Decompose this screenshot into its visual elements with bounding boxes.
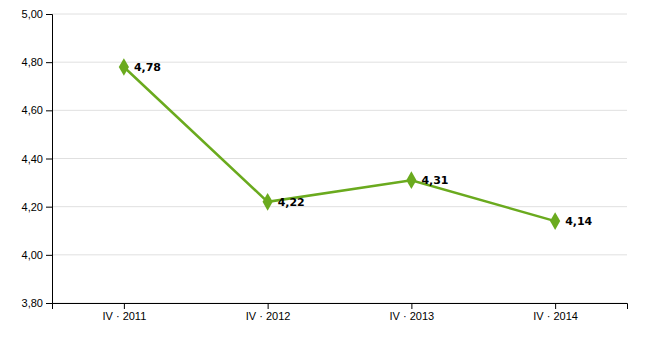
x-tick-mark [268, 303, 269, 309]
x-tick-label: IV · 2012 [246, 310, 291, 322]
grid-line [52, 254, 627, 255]
plot: 3,804,004,204,404,604,805,00IV · 2011IV … [22, 8, 628, 322]
y-tick: 4,80 [22, 56, 52, 68]
y-tick-label: 4,80 [22, 56, 43, 68]
chart: 3,804,004,204,404,604,805,00IV · 2011IV … [0, 0, 651, 339]
y-tick: 4,40 [22, 153, 52, 165]
y-tick-label: 4,00 [22, 249, 43, 261]
y-tick-label: 4,60 [22, 104, 43, 116]
y-tick-label: 3,80 [22, 297, 43, 309]
marker [119, 58, 129, 76]
series [119, 58, 560, 230]
y-tick: 4,20 [22, 201, 52, 213]
y-tick-mark [46, 255, 52, 256]
x-tick: IV · 2013 [390, 303, 435, 322]
y-tick-mark [46, 62, 52, 63]
y-tick-label: 4,20 [22, 201, 43, 213]
marker [406, 171, 416, 189]
grid-line [52, 110, 627, 111]
data-label: 4,78 [134, 61, 161, 74]
line [124, 67, 555, 221]
y-axis: 3,80 4,00 4,20 4,40 4,60 4,80 5,00 [22, 8, 53, 309]
grid-line [52, 206, 627, 207]
x-tick: IV · 2012 [246, 303, 291, 322]
x-tick-mark [124, 303, 125, 309]
x-axis: IV · 2011 IV · 2012 IV · 2013 IV · 2014 [53, 303, 628, 322]
x-tick-label: IV · 2011 [102, 310, 146, 322]
y-tick-mark [46, 159, 52, 160]
marker [550, 212, 560, 230]
data-label: 4,22 [278, 196, 305, 209]
x-tick-mark [411, 303, 412, 309]
x-tick-label: IV · 2014 [533, 310, 578, 322]
y-tick-mark [46, 110, 52, 111]
grid-line [52, 14, 627, 15]
data-labels: 4,78 4,22 4,31 4,14 [134, 61, 593, 228]
marker [263, 193, 273, 211]
y-tick-label: 5,00 [22, 8, 43, 20]
y-axis-line [46, 15, 53, 304]
y-tick-mark [46, 303, 52, 304]
grid-line [52, 158, 627, 159]
y-tick: 4,60 [22, 104, 52, 116]
x-tick: IV · 2011 [102, 303, 146, 322]
x-tick: IV · 2014 [533, 303, 578, 322]
y-tick: 3,80 [22, 297, 52, 309]
y-tick-mark [46, 14, 52, 15]
grid [52, 14, 627, 303]
data-label: 4,14 [565, 215, 592, 228]
x-axis-line [53, 304, 628, 310]
data-label: 4,31 [421, 174, 448, 187]
x-tick-label: IV · 2013 [390, 310, 435, 322]
y-tick: 5,00 [22, 8, 52, 20]
y-tick-mark [46, 207, 52, 208]
y-tick: 4,00 [22, 249, 52, 261]
y-tick-label: 4,40 [22, 153, 43, 165]
x-tick-mark [555, 303, 556, 309]
